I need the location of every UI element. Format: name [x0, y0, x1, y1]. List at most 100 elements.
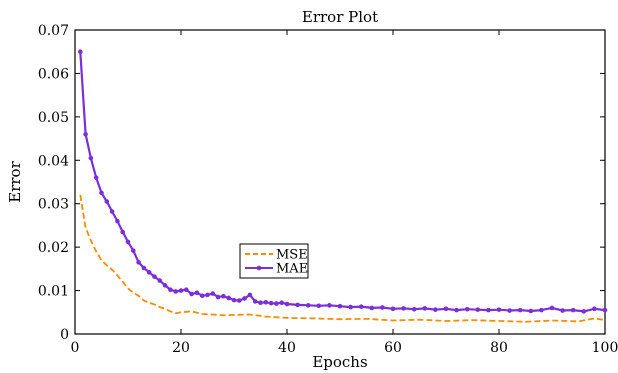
x-axis-ticks: 0 20 40 60 80 100: [71, 30, 618, 356]
series-mae-point: [316, 303, 322, 309]
series-mae-point: [115, 218, 120, 224]
series-mae-point: [184, 287, 189, 293]
series-mae-point: [560, 308, 565, 313]
y-tick-label: 0.06: [38, 66, 69, 82]
series-mae-point: [125, 239, 131, 245]
series-mse: [79, 194, 606, 323]
x-tick-label: 80: [490, 340, 508, 356]
series-mae-point: [337, 303, 343, 309]
series-mae-point: [411, 306, 417, 312]
series-mae-point: [268, 300, 274, 306]
series-mae-point: [247, 292, 253, 298]
series-mae-point: [231, 297, 237, 303]
series-mae-point: [422, 306, 428, 311]
series-mae: [78, 49, 608, 314]
series-mae-point: [496, 307, 502, 312]
series-mae-point: [358, 304, 364, 309]
series-mae-point: [146, 270, 152, 275]
series-mae-point: [539, 307, 544, 313]
series-mae-point: [152, 274, 157, 279]
series-mae-point: [162, 283, 168, 288]
series-mae-point: [93, 175, 99, 180]
series-mae-point: [83, 131, 88, 137]
y-axis-title: Error: [6, 160, 24, 202]
series-mae-point: [507, 308, 512, 313]
plot-area: [74, 29, 606, 335]
series-mae-point: [109, 209, 115, 214]
series-mae-point: [380, 305, 385, 310]
y-tick-label: 0.05: [38, 110, 69, 126]
y-tick-label: 0.01: [38, 284, 69, 300]
series-mae-line: [79, 51, 606, 313]
series-mae-point: [215, 294, 221, 300]
series-mae-point: [221, 293, 226, 299]
series-mae-point: [252, 299, 258, 304]
y-tick-label: 0.04: [38, 153, 69, 169]
series-mae-point: [136, 260, 141, 265]
series-mae-point: [88, 155, 94, 161]
series-mae-point: [295, 302, 300, 308]
series-mae-point: [78, 49, 83, 55]
plot-frame: [74, 29, 606, 335]
series-layer: [78, 49, 608, 323]
series-mae-point: [120, 229, 125, 235]
series-mae-point: [242, 296, 247, 301]
series-mae-point: [279, 300, 285, 306]
series-mae-point: [570, 307, 576, 313]
legend-label-mae: MAE: [276, 262, 308, 277]
x-tick-label: 60: [384, 340, 402, 356]
series-mae-point: [194, 290, 200, 296]
series-mae-point: [581, 309, 587, 314]
legend-box: [239, 243, 309, 279]
legend-marker-mae: [256, 265, 262, 271]
series-mae-point: [454, 307, 459, 313]
series-mae-point: [258, 300, 263, 306]
chart-title: Error Plot: [302, 8, 378, 26]
x-tick-label: 100: [592, 340, 618, 356]
x-axis-title: Epochs: [312, 353, 367, 371]
series-mae-point: [443, 306, 449, 312]
series-mae-point: [327, 303, 332, 308]
y-tick-label: 0.07: [38, 23, 69, 39]
series-mae-point: [390, 306, 396, 312]
series-mae-point: [592, 306, 597, 312]
y-tick-label: 0: [60, 327, 69, 343]
series-mae-point: [178, 288, 184, 293]
series-mae-point: [602, 307, 608, 313]
series-mae-point: [205, 292, 210, 298]
legend-label-mse: MSE: [276, 248, 308, 263]
series-mae-point: [168, 287, 173, 293]
x-tick-label: 0: [71, 340, 80, 356]
series-mae-point: [401, 306, 406, 311]
y-tick-label: 0.02: [38, 240, 69, 256]
series-mae-point: [517, 307, 523, 313]
x-tick-label: 20: [172, 340, 190, 356]
series-mae-point: [305, 303, 311, 308]
y-axis-ticks: 0 0.01 0.02 0.03 0.04 0.05 0.06 0.07: [38, 23, 605, 343]
series-mae-point: [369, 305, 375, 311]
series-mae-point: [433, 307, 438, 312]
series-mae-point: [263, 299, 269, 305]
series-mse-line: [79, 194, 606, 323]
series-mae-point: [284, 301, 290, 307]
series-mae-point: [486, 307, 491, 313]
series-mae-point: [173, 289, 178, 294]
series-mae-point: [157, 278, 163, 283]
series-mae-point: [104, 199, 110, 204]
series-mae-point: [274, 301, 279, 306]
series-mae-point: [237, 298, 242, 303]
series-mae-point: [348, 304, 353, 310]
series-mae-point: [189, 291, 194, 297]
series-mae-point: [528, 308, 534, 314]
y-tick-label: 0.03: [38, 197, 69, 213]
series-mae-point: [549, 305, 555, 311]
series-mae-point: [141, 265, 147, 271]
x-tick-label: 40: [278, 340, 296, 356]
series-mae-point: [226, 295, 231, 301]
series-mae-point: [131, 248, 136, 253]
series-mae-point: [99, 190, 104, 196]
series-mae-point: [464, 306, 470, 312]
